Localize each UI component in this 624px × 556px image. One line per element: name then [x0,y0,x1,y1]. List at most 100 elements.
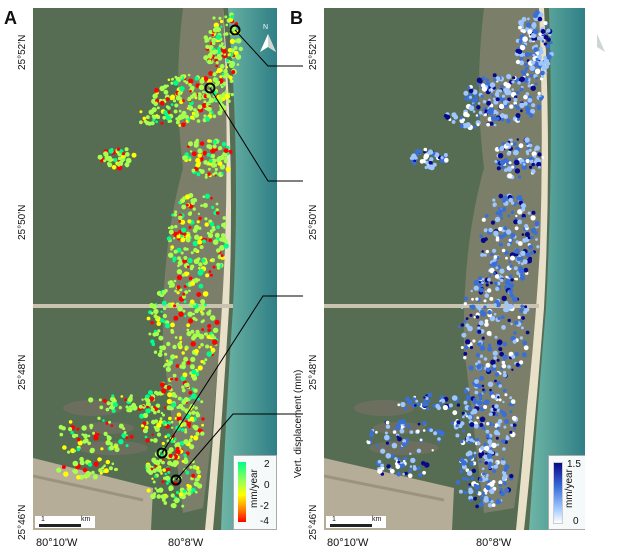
scatter-point [190,341,196,347]
scatter-point [536,104,542,110]
scatter-point [487,439,493,445]
scatter-point [151,107,157,113]
scatter-point [503,425,507,429]
scatter-point [197,92,202,97]
scatter-point [225,23,229,27]
scatter-point [506,151,511,156]
scatter-point [463,319,467,323]
scatter-point [211,205,215,210]
scatter-point [530,156,534,160]
scatter-point [469,498,473,502]
scatter-point [162,290,167,295]
scatter-point [160,494,166,500]
scatter-point [489,296,494,301]
scatter-point [221,141,227,147]
scatter-point [233,46,238,50]
scale-bar-b-line [330,524,372,527]
scatter-point [499,268,505,274]
scatter-point [460,439,464,444]
scatter-point [506,166,513,172]
scatter-point [145,398,151,404]
scatter-point [495,266,499,270]
scatter-point [159,318,165,323]
scatter-point [498,89,503,93]
scatter-point [107,162,111,166]
scatter-point [186,236,190,240]
scatter-point [521,164,527,170]
scatter-point [182,156,186,159]
scatter-point [174,103,179,108]
scatter-point [400,463,405,468]
scatter-point [517,315,521,319]
scatter-point [397,457,401,461]
scatter-point [214,232,220,238]
scatter-point [188,141,193,147]
scatter-point [508,161,512,165]
scatter-point [190,356,196,362]
scatter-point [76,447,81,452]
scatter-point [385,453,392,459]
scatter-point [197,153,202,158]
scatter-point [385,424,391,429]
scatter-point [179,440,185,446]
scatter-point [504,250,509,256]
scatter-point [194,234,200,240]
scatter-point [485,434,490,439]
scatter-point [67,450,71,454]
scatter-point [475,504,479,509]
lon-label-10-a: 80°10'W [36,537,78,549]
scatter-point [220,25,223,28]
scatter-point [478,287,484,293]
scatter-point [146,467,152,473]
scatter-point [492,248,497,253]
scatter-point [157,329,161,333]
scatter-point [219,245,225,251]
scatter-point [431,449,434,452]
scatter-point [495,236,500,240]
scatter-point [486,330,492,336]
scatter-point [480,496,483,499]
scatter-point [198,346,201,349]
scatter-point [79,456,84,462]
scatter-point [519,56,523,61]
scatter-point [479,375,485,381]
scatter-point [220,233,226,238]
scatter-point [196,220,200,224]
scatter-point [427,149,434,155]
scatter-point [530,235,534,240]
scatter-point [191,410,196,415]
scatter-point [193,302,197,306]
scatter-point [188,226,192,229]
scatter-point [211,33,214,37]
scatter-point [529,160,534,164]
scatter-point [217,110,223,116]
scatter-point [384,431,388,435]
scatter-point [204,222,209,227]
scatter-point [524,224,529,229]
scatter-point [549,41,553,45]
scatter-point [528,148,532,152]
scatter-point [183,453,187,458]
scatter-point [487,461,493,467]
scatter-point [189,364,195,370]
scatter-point [117,152,122,157]
scatter-point [508,282,514,289]
scatter-point [389,468,395,474]
scatter-point [207,59,212,65]
scatter-point [206,153,211,157]
scatter-point [175,449,181,455]
scatter-point [524,52,530,58]
scatter-point [181,122,186,128]
scatter-point [527,84,531,88]
scatter-point [403,406,408,411]
scatter-point [409,452,412,456]
scatter-point [156,321,161,327]
scatter-point [500,165,505,170]
scatter-point [524,105,531,112]
scatter-point [498,347,503,352]
scatter-point [385,441,389,445]
scatter-point [166,433,171,438]
scatter-point [186,203,189,207]
scatter-point [125,405,129,409]
scatter-point [155,114,159,117]
